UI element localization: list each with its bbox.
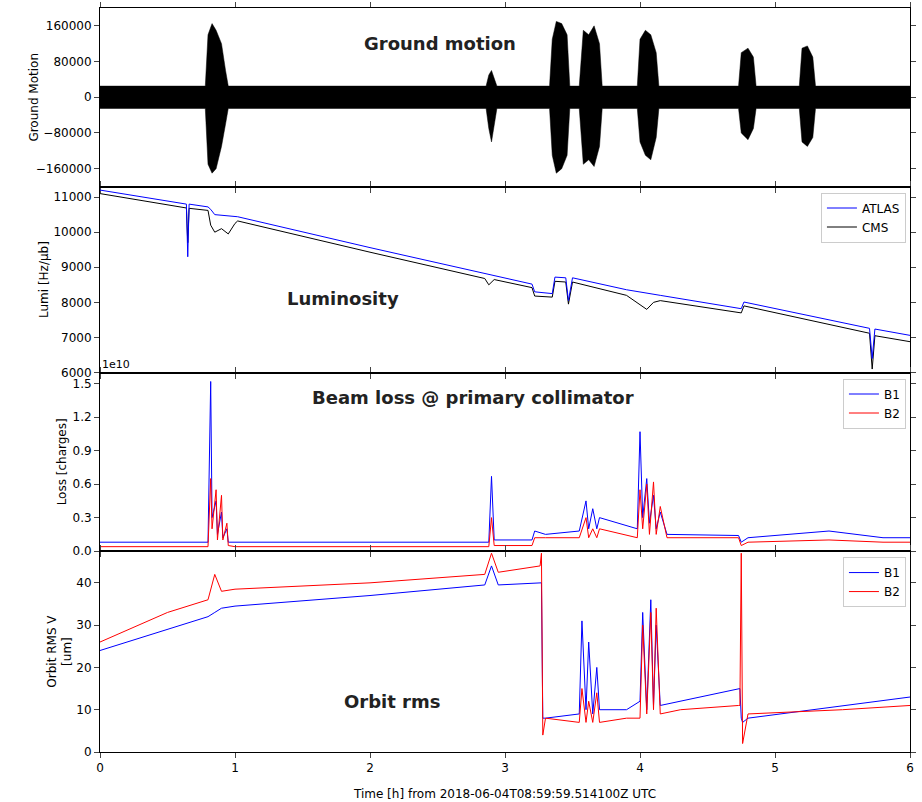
svg-text:10: 10 <box>76 703 91 717</box>
svg-text:30: 30 <box>76 618 91 632</box>
svg-text:Ground Motion: Ground Motion <box>27 53 41 142</box>
svg-text:160000: 160000 <box>46 19 92 33</box>
svg-text:40: 40 <box>76 576 91 590</box>
svg-text:20: 20 <box>76 661 91 675</box>
svg-text:6000: 6000 <box>61 366 92 380</box>
svg-text:3: 3 <box>501 761 509 775</box>
svg-text:0: 0 <box>84 745 92 759</box>
svg-text:0: 0 <box>84 90 92 104</box>
svg-text:CMS: CMS <box>862 221 888 235</box>
svg-text:ATLAS: ATLAS <box>862 202 899 216</box>
svg-text:1: 1 <box>231 761 239 775</box>
svg-text:Orbit rms: Orbit rms <box>344 691 440 712</box>
svg-text:8000: 8000 <box>61 296 92 310</box>
svg-text:B1: B1 <box>884 566 900 580</box>
svg-text:6: 6 <box>906 761 914 775</box>
svg-text:9000: 9000 <box>61 260 92 274</box>
svg-text:Luminosity: Luminosity <box>287 288 399 309</box>
svg-text:Orbit RMS V[um]: Orbit RMS V[um] <box>45 615 75 688</box>
svg-text:Time [h] from 2018-06-04T08:59: Time [h] from 2018-06-04T08:59:59.514100… <box>353 787 656 801</box>
svg-text:11000: 11000 <box>53 190 91 204</box>
svg-text:1e10: 1e10 <box>102 358 130 371</box>
svg-text:4: 4 <box>636 761 644 775</box>
svg-text:5: 5 <box>771 761 779 775</box>
svg-text:B2: B2 <box>884 407 900 421</box>
svg-text:B1: B1 <box>884 388 900 402</box>
svg-text:10000: 10000 <box>53 225 91 239</box>
svg-text:1.5: 1.5 <box>73 377 92 391</box>
svg-text:0: 0 <box>96 761 104 775</box>
svg-text:Ground motion: Ground motion <box>364 33 516 54</box>
svg-text:−160000: −160000 <box>36 162 92 176</box>
svg-text:0.9: 0.9 <box>73 444 92 458</box>
svg-text:B2: B2 <box>884 585 900 599</box>
svg-text:Lumi [Hz/μb]: Lumi [Hz/μb] <box>37 241 51 318</box>
svg-text:−80000: −80000 <box>43 126 91 140</box>
svg-text:80000: 80000 <box>53 55 91 69</box>
svg-text:Loss [charges]: Loss [charges] <box>55 418 69 505</box>
svg-text:7000: 7000 <box>61 331 92 345</box>
svg-text:2: 2 <box>366 761 374 775</box>
svg-text:0.0: 0.0 <box>73 544 92 558</box>
svg-text:Beam loss @ primary collimator: Beam loss @ primary collimator <box>312 387 634 408</box>
svg-text:1.2: 1.2 <box>73 410 92 424</box>
svg-text:0.6: 0.6 <box>73 477 92 491</box>
svg-text:0.3: 0.3 <box>73 511 92 525</box>
